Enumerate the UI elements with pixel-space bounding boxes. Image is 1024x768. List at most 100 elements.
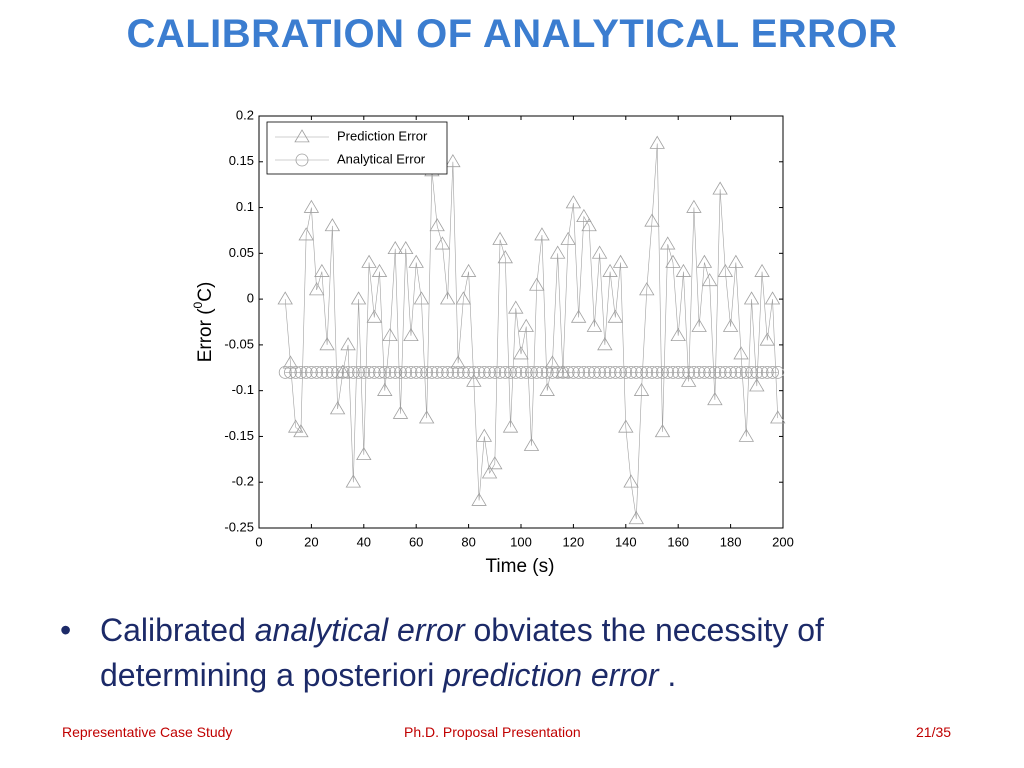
circle-marker — [755, 365, 769, 379]
triangle-marker — [770, 410, 786, 424]
circle-marker — [603, 365, 617, 379]
x-tick-label: 80 — [461, 534, 475, 549]
text-run: obviates the necessity of determining a … — [100, 612, 824, 693]
circle-marker — [708, 365, 722, 379]
circle-marker — [656, 365, 669, 379]
circle-marker — [766, 365, 779, 379]
circle-marker — [420, 365, 434, 379]
triangle-marker — [471, 492, 487, 506]
legend-label: Prediction Error — [337, 128, 428, 143]
legend-box — [266, 121, 448, 175]
circle-marker — [346, 365, 360, 379]
footer-right: 21/35 — [916, 724, 952, 740]
circle-marker — [724, 365, 737, 379]
circle-marker — [582, 365, 596, 379]
circle-marker — [509, 365, 523, 379]
circle-marker — [325, 365, 339, 379]
circle-marker — [362, 365, 376, 379]
triangle-marker — [560, 231, 576, 245]
y-label-sup: 0 — [191, 301, 205, 308]
triangle-marker — [717, 263, 734, 277]
circle-marker — [624, 365, 638, 379]
circle-marker — [504, 365, 517, 379]
triangle-marker — [660, 236, 676, 250]
triangle-marker — [539, 382, 555, 396]
circle-marker — [577, 365, 591, 379]
circle-marker — [378, 365, 392, 379]
circle-marker — [561, 365, 575, 379]
circle-marker — [619, 365, 633, 379]
triangle-marker — [282, 355, 299, 369]
x-axis-label: Time (s) — [486, 556, 555, 577]
x-tick-label: 60 — [409, 534, 423, 549]
triangle-marker — [576, 208, 592, 223]
triangle-marker — [450, 355, 466, 369]
triangle-marker — [691, 318, 707, 332]
circle-marker — [729, 365, 743, 379]
triangle-marker — [466, 373, 482, 387]
triangle-marker — [319, 337, 335, 351]
circle-marker — [493, 365, 507, 379]
circle-marker — [514, 365, 528, 379]
triangle-marker — [408, 254, 424, 268]
circle-marker — [640, 365, 654, 379]
circle-marker — [352, 365, 365, 379]
y-tick-label: 0.15 — [229, 153, 254, 168]
triangle-marker — [686, 199, 702, 213]
triangle-marker — [743, 291, 760, 305]
triangle-marker — [340, 337, 356, 351]
y-tick-label: 0.1 — [236, 199, 254, 214]
triangle-marker — [481, 465, 498, 479]
triangle-marker — [701, 273, 718, 287]
triangle-marker — [356, 446, 372, 461]
y-axis-label: Error (0C) — [191, 282, 216, 363]
triangle-marker — [508, 300, 524, 314]
circle-marker — [446, 365, 460, 379]
circle-marker — [677, 365, 690, 379]
triangle-marker — [565, 195, 582, 209]
circle-marker — [682, 365, 696, 379]
circle-marker — [498, 365, 512, 379]
triangle-marker — [445, 153, 461, 168]
x-tick-label: 160 — [667, 534, 689, 549]
circle-marker — [472, 365, 486, 379]
circle-marker — [692, 365, 706, 379]
triangle-marker — [455, 291, 472, 305]
circle-marker — [467, 365, 481, 379]
circle-marker — [587, 365, 601, 379]
triangle-marker — [371, 263, 388, 277]
triangle-marker — [324, 218, 341, 232]
circle-marker — [671, 365, 685, 379]
x-tick-label: 20 — [304, 534, 318, 549]
circle-marker — [336, 365, 350, 379]
triangle-marker — [712, 181, 728, 195]
legend-marker — [295, 153, 309, 167]
circle-marker — [462, 365, 476, 379]
triangle-marker — [639, 282, 655, 296]
x-tick-label: 180 — [720, 534, 742, 549]
triangle-marker — [722, 318, 739, 332]
triangle-marker — [749, 378, 765, 392]
text-run-italic: prediction error — [443, 657, 659, 693]
text-run: . — [667, 657, 677, 693]
triangle-marker — [649, 135, 665, 149]
y-tick-label: -0.2 — [232, 474, 254, 489]
circle-marker — [399, 365, 413, 379]
circle-marker — [367, 365, 381, 379]
circle-marker — [739, 365, 753, 379]
triangle-marker — [460, 263, 477, 277]
triangle-marker — [738, 428, 755, 442]
triangle-marker — [549, 245, 566, 259]
circle-marker — [404, 365, 418, 379]
circle-marker — [750, 365, 764, 379]
circle-marker — [661, 365, 675, 379]
y-tick-label: -0.25 — [224, 519, 254, 534]
x-tick-label: 120 — [563, 534, 585, 549]
triangle-marker — [591, 245, 608, 259]
triangle-marker — [335, 364, 351, 378]
triangle-marker — [754, 263, 770, 277]
circle-marker — [310, 365, 324, 379]
circle-marker — [304, 365, 318, 379]
triangle-marker — [675, 263, 692, 277]
triangle-marker — [529, 277, 545, 291]
